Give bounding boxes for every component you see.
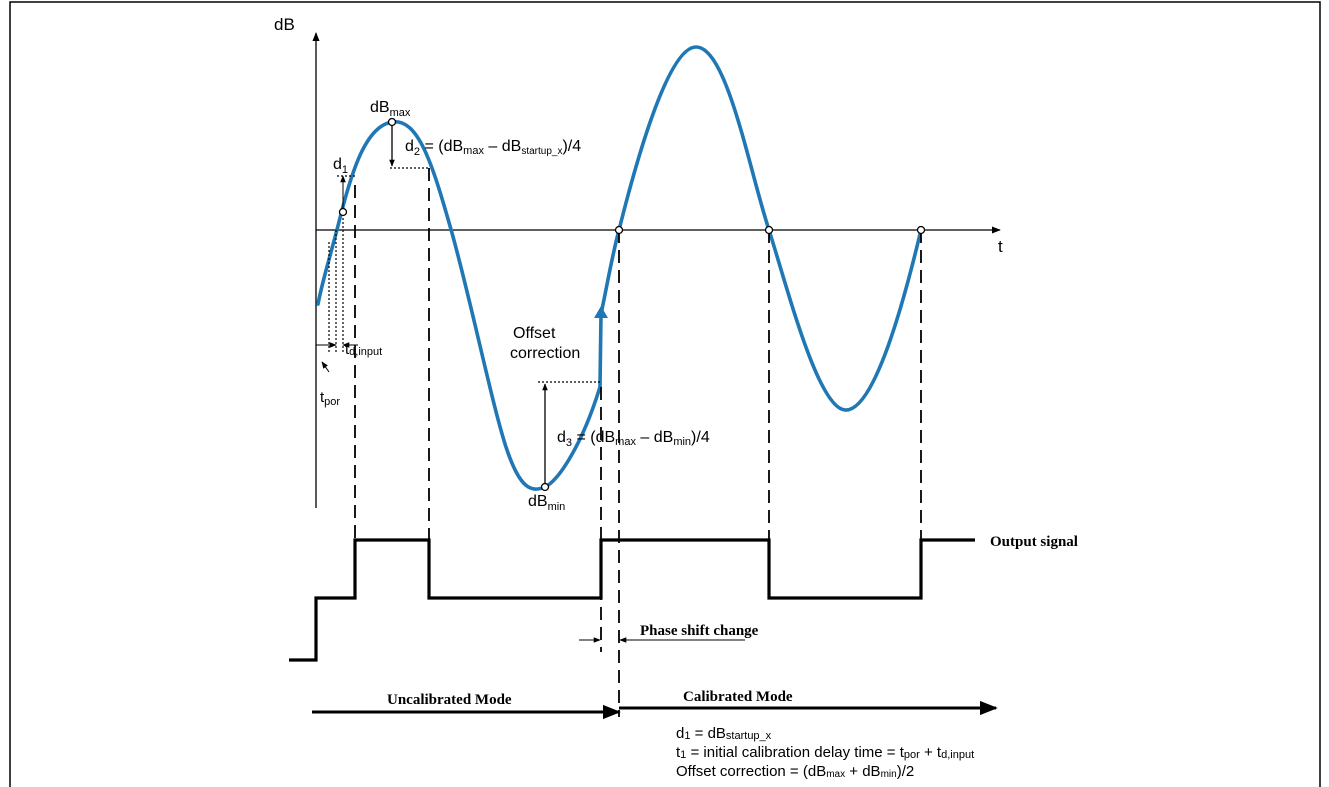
- uncalibrated-mode-label: Uncalibrated Mode: [387, 692, 512, 708]
- dbmin-label: dBmin: [528, 493, 565, 513]
- d3-formula: d3 = (dBmax – dBmin)/4: [557, 429, 710, 449]
- calibrated-mode-label: Calibrated Mode: [683, 689, 793, 705]
- dbmin-point: [540, 482, 550, 492]
- zero-crossing-1: [614, 225, 624, 235]
- d1-label: d1: [333, 156, 348, 176]
- offset-correction-line2: correction: [510, 345, 580, 362]
- phase-shift-change-label: Phase shift change: [640, 623, 759, 639]
- dbmax-point: [387, 117, 397, 127]
- tpor-pointer: [321, 361, 330, 373]
- zero-crossing-3: [916, 225, 926, 235]
- x-axis-label: t: [998, 237, 1003, 256]
- dbmax-label: dBmax: [370, 99, 411, 119]
- formula-offset-correction: Offset correction = (dBmax + dBmin)/2: [676, 763, 914, 780]
- offset-correction-jump: [598, 312, 603, 389]
- tdinput-label: td,input: [345, 341, 382, 358]
- y-axis-label: dB: [274, 15, 295, 34]
- formula-t1: t1 = initial calibration delay time = tp…: [676, 744, 974, 761]
- formula-d1: d1 = dBstartup_x: [676, 725, 772, 742]
- diagram-frame: [9, 1, 1321, 787]
- d2-formula: d2 = (dBmax – dBstartup_x)/4: [405, 138, 581, 158]
- output-signal-label: Output signal: [990, 534, 1078, 550]
- startup-point: [338, 207, 348, 217]
- output-signal-waveform: [289, 538, 975, 662]
- calibrated-waveform: [599, 45, 923, 412]
- zero-crossing-2: [764, 225, 774, 235]
- offset-correction-line1: Offset: [513, 325, 556, 342]
- tpor-label: tpor: [320, 389, 340, 408]
